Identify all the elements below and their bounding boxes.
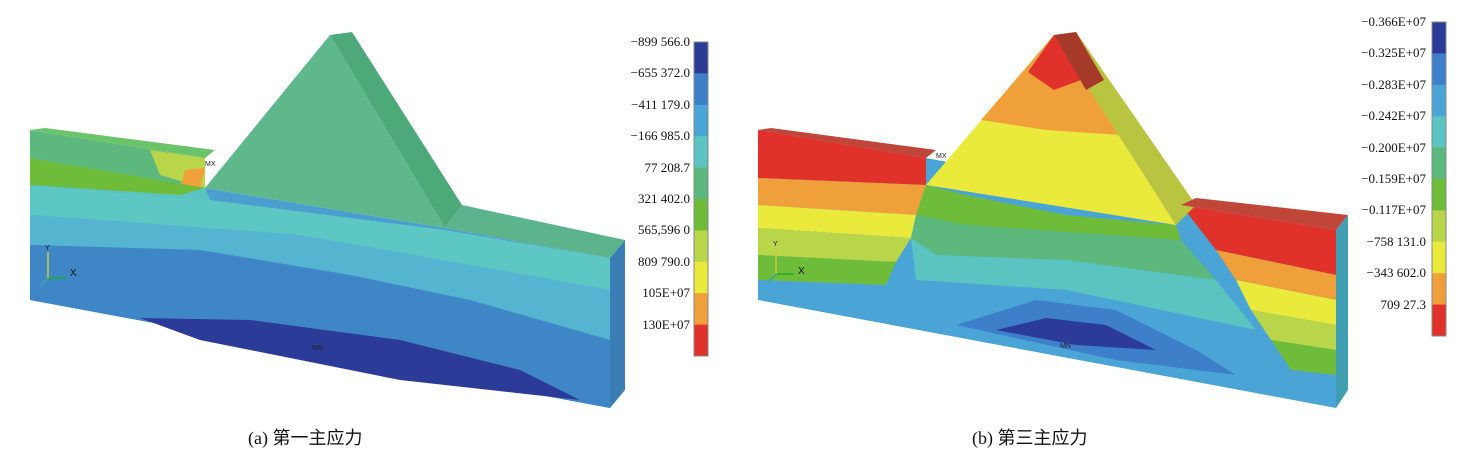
legend-label: −0.283E+07 <box>1361 76 1426 92</box>
legend-label: −411 179.0 <box>631 96 690 112</box>
svg-text:X: X <box>70 268 77 279</box>
stress-contour-plot-a: MX MN X Y <box>30 32 709 408</box>
dam-side-a <box>330 32 462 228</box>
legend-label: −0.325E+07 <box>1361 45 1426 61</box>
mn-marker-a: MN <box>312 345 323 352</box>
mn-marker-b: MN <box>1060 343 1071 350</box>
colorbar-swatch <box>1432 147 1446 180</box>
foundation-side-a <box>610 240 625 408</box>
mx-marker-a: MX <box>205 161 216 168</box>
legend-label: 565,596 0 <box>638 222 690 238</box>
colorbar-swatch <box>1432 241 1446 274</box>
colorbar-swatch <box>694 136 708 169</box>
legend-label: 130E+07 <box>642 316 690 332</box>
legend-label: −0.366E+07 <box>1361 14 1426 29</box>
min-zone-b <box>996 318 1156 350</box>
colorbar-b <box>1431 21 1447 337</box>
colorbar-swatch <box>1432 304 1446 337</box>
legend-label: −758 131.0 <box>1366 233 1426 249</box>
legend-label: 105E+07 <box>642 285 690 301</box>
min-zone-a <box>140 318 580 400</box>
axis-triad-b: X Y <box>767 241 805 283</box>
legend-label: 809 790.0 <box>638 253 690 269</box>
colorbar-swatch <box>1432 116 1446 149</box>
legend-label: −0.159E+07 <box>1361 171 1426 186</box>
legend-label: 321 402.0 <box>638 191 690 206</box>
colorbar-swatch <box>1432 210 1446 243</box>
legend-label: −0.242E+07 <box>1361 108 1426 124</box>
legend-label: 77 208.7 <box>644 159 691 175</box>
legend-label: 709 27.3 <box>1380 296 1427 312</box>
legend-label: −655 372.0 <box>630 65 690 81</box>
stress-contour-plot-b: MX MN X Y <box>758 21 1447 408</box>
legend-label: −0.200E+07 <box>1361 139 1426 155</box>
colorbar-swatch <box>694 199 708 231</box>
colorbar-swatch <box>694 261 708 294</box>
panel-first-principal-stress: MX MN X Y −899 566.0 −655 372.0 −411 179.0… <box>30 32 709 448</box>
svg-text:X: X <box>798 266 805 277</box>
colorbar-swatch <box>694 42 708 74</box>
dam-body-a <box>205 35 445 228</box>
mx-marker-b: MX <box>936 153 947 160</box>
axis-triad-a: X Y <box>39 245 77 287</box>
foundation-side-b <box>1336 215 1348 408</box>
svg-text:Y: Y <box>773 241 778 248</box>
colorbar-swatch <box>1432 22 1446 54</box>
legend-label: −0.117E+07 <box>1361 202 1426 218</box>
colorbar-swatch <box>694 230 708 263</box>
colorbar-swatch <box>694 104 708 137</box>
panel-third-principal-stress: MX MN X Y −0.366E+07 −0.325E+07 −0.283E+07… <box>736 0 1472 456</box>
colorbar-swatch <box>694 293 708 326</box>
svg-text:Y: Y <box>45 245 50 252</box>
colorbar-swatch <box>1432 179 1446 211</box>
colorbar-swatch <box>1432 53 1446 86</box>
colorbar-swatch <box>694 167 708 200</box>
colorbar-swatch <box>694 73 708 106</box>
colorbar-swatch <box>1432 84 1446 117</box>
legend-label: −343 602.0 <box>1366 265 1426 281</box>
colorbar-a <box>693 41 709 357</box>
colorbar-swatch <box>1432 273 1446 306</box>
caption-b: (b) 第三主应力 <box>972 428 1088 448</box>
legend-label: −899 566.0 <box>630 34 690 49</box>
caption-a: (a) 第一主应力 <box>248 428 363 448</box>
colorbar-swatch <box>694 324 708 357</box>
legend-label: −166 985.0 <box>630 128 690 144</box>
